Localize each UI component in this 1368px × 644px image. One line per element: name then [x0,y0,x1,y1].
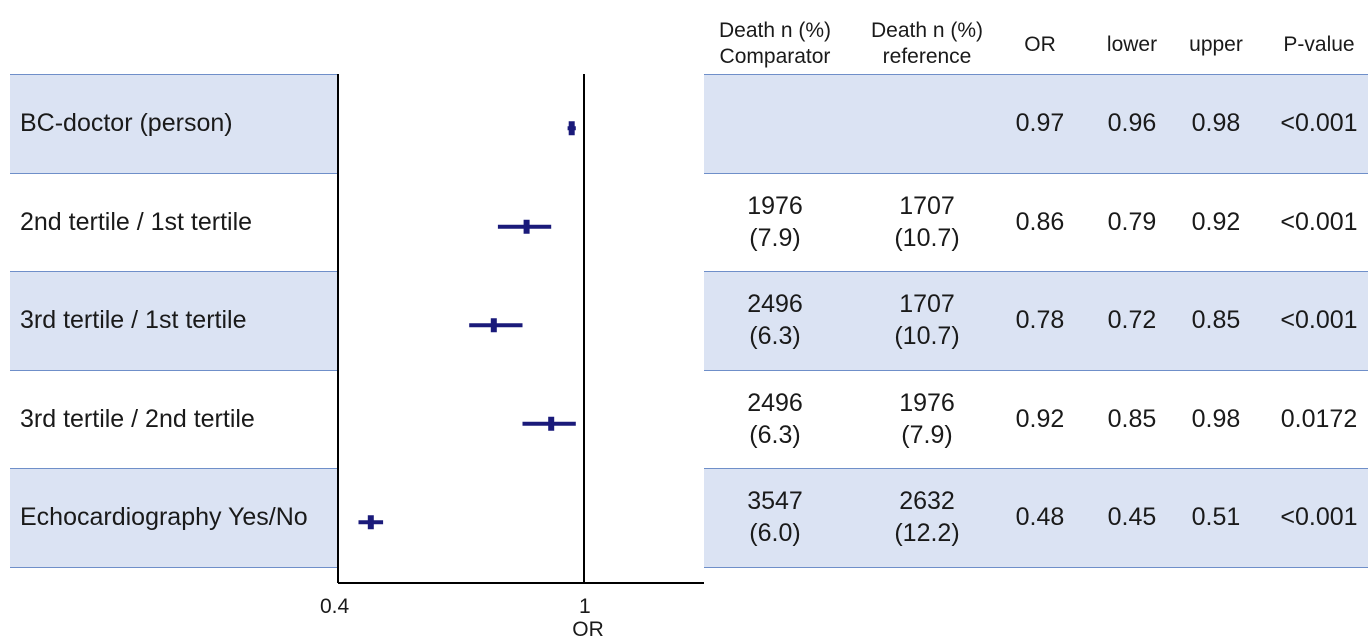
plot-marks [358,121,576,530]
comparator-count: 2496 [747,389,803,417]
reference-percent: (10.7) [894,224,960,252]
comparator-cell: 2496 (6.3) [700,370,850,468]
pvalue-value: <0.001 [1280,208,1358,236]
comparator-percent: (6.3) [749,421,801,449]
header-comparator-line2: Comparator [719,45,831,68]
header-upper: upper [1189,33,1243,56]
pvalue-value: <0.001 [1280,306,1358,334]
x-tick-label-1: 1 [579,595,591,618]
upper-value: 0.98 [1191,405,1241,433]
reference-cell: 1707 (10.7) [852,173,1002,271]
header-comparator-line1: Death n (%) [718,19,832,42]
row-band-3-right [704,271,1368,371]
row-band-1-left [10,74,338,174]
upper-value: 0.51 [1191,503,1241,531]
x-axis-label: OR [572,618,604,641]
upper-value: 0.98 [1191,109,1241,137]
row-label-2: 2nd tertile / 1st tertile [20,207,253,236]
reference-count: 2632 [899,487,955,515]
comparator-count: 2496 [747,290,803,318]
comparator-cell: 1976 (7.9) [700,173,850,271]
or-point [568,121,575,136]
lower-value: 0.96 [1107,109,1157,137]
comparator-cell: 2496 (6.3) [700,271,850,369]
or-point [367,515,374,530]
pvalue-value: 0.0172 [1280,405,1358,433]
row-band-5-left [10,468,338,568]
or-value: 0.92 [1015,405,1065,433]
plot-axes [337,74,704,584]
reference-cell: 2632 (12.2) [852,468,1002,566]
reference-percent: (7.9) [901,421,953,449]
comparator-percent: (6.3) [749,322,801,350]
header-or: OR [1024,33,1056,56]
reference-percent: (10.7) [894,322,960,350]
pvalue-value: <0.001 [1280,109,1358,137]
lower-value: 0.79 [1107,208,1157,236]
reference-count: 1707 [899,192,955,220]
header-pvalue: P-value [1283,33,1355,56]
lower-value: 0.85 [1107,405,1157,433]
lower-value: 0.72 [1107,306,1157,334]
or-value: 0.78 [1015,306,1065,334]
reference-cell: 1707 (10.7) [852,271,1002,369]
row-band-3-left [10,271,338,371]
row-band-5-right [704,468,1368,568]
reference-count: 1976 [899,389,955,417]
header-reference-line2: reference [882,45,972,68]
lower-value: 0.45 [1107,503,1157,531]
row-label-3: 3rd tertile / 1st tertile [20,305,247,334]
row-label-5: Echocardiography Yes/No [20,502,308,531]
comparator-cell: 3547 (6.0) [700,468,850,566]
header-reference-line1: Death n (%) [870,19,984,42]
row-label-1: BC-doctor (person) [20,108,233,137]
upper-value: 0.92 [1191,208,1241,236]
row-band-1-right [704,74,1368,174]
or-value: 0.97 [1015,109,1065,137]
or-point [523,219,530,234]
comparator-percent: (6.0) [749,519,801,547]
comparator-percent: (7.9) [749,224,801,252]
comparator-count: 1976 [747,192,803,220]
or-point [548,416,555,431]
comparator-count: 3547 [747,487,803,515]
header-reference: Death n (%) reference [852,18,1002,70]
pvalue-value: <0.001 [1280,503,1358,531]
reference-cell: 1976 (7.9) [852,370,1002,468]
header-comparator: Death n (%) Comparator [700,18,850,70]
or-point [490,318,497,333]
x-tick-label-0.4: 0.4 [320,595,350,618]
upper-value: 0.85 [1191,306,1241,334]
row-label-4: 3rd tertile / 2nd tertile [20,404,255,433]
header-lower: lower [1106,33,1158,56]
reference-percent: (12.2) [894,519,960,547]
or-value: 0.86 [1015,208,1065,236]
or-value: 0.48 [1015,503,1065,531]
reference-count: 1707 [899,290,955,318]
